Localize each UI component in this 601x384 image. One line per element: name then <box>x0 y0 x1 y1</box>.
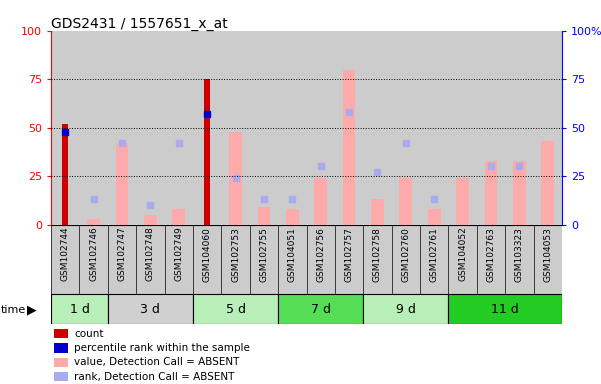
Bar <box>335 31 363 225</box>
Bar <box>456 178 469 225</box>
Bar <box>221 31 250 225</box>
Text: GSM102753: GSM102753 <box>231 227 240 281</box>
Bar <box>335 225 363 294</box>
Bar <box>314 178 327 225</box>
Text: 9 d: 9 d <box>396 303 416 316</box>
Text: GSM104051: GSM104051 <box>288 227 297 281</box>
Bar <box>392 31 420 225</box>
Bar <box>204 79 210 225</box>
Bar <box>286 209 299 225</box>
Text: GSM102757: GSM102757 <box>344 227 353 281</box>
Bar <box>53 358 68 367</box>
Text: 7 d: 7 d <box>311 303 331 316</box>
Bar <box>363 31 392 225</box>
Bar <box>79 225 108 294</box>
Bar <box>420 31 448 225</box>
Bar <box>542 141 554 225</box>
Text: GSM102761: GSM102761 <box>430 227 439 281</box>
Bar <box>229 132 242 225</box>
Text: count: count <box>74 329 103 339</box>
Bar <box>108 31 136 225</box>
Bar <box>278 294 363 324</box>
Text: percentile rank within the sample: percentile rank within the sample <box>74 343 250 353</box>
Bar <box>51 225 79 294</box>
Bar <box>477 225 505 294</box>
Text: GSM102763: GSM102763 <box>486 227 495 281</box>
Bar <box>371 199 384 225</box>
Bar <box>53 372 68 381</box>
Text: time: time <box>1 305 26 315</box>
Bar <box>307 31 335 225</box>
Bar <box>307 225 335 294</box>
Bar <box>258 207 270 225</box>
Bar <box>172 209 185 225</box>
Bar <box>278 225 307 294</box>
Bar <box>392 225 420 294</box>
Text: value, Detection Call = ABSENT: value, Detection Call = ABSENT <box>74 358 239 367</box>
Text: GSM102749: GSM102749 <box>174 227 183 281</box>
Text: 5 d: 5 d <box>225 303 246 316</box>
Text: GSM102747: GSM102747 <box>118 227 127 281</box>
Text: GSM102755: GSM102755 <box>260 227 269 281</box>
Bar <box>343 70 355 225</box>
Bar <box>53 343 68 353</box>
Bar <box>51 31 79 225</box>
Text: GSM104053: GSM104053 <box>543 227 552 281</box>
Text: GSM104060: GSM104060 <box>203 227 212 281</box>
Text: ▶: ▶ <box>27 303 37 316</box>
Bar <box>165 225 193 294</box>
Bar <box>505 31 534 225</box>
Bar <box>136 225 165 294</box>
Text: rank, Detection Call = ABSENT: rank, Detection Call = ABSENT <box>74 372 234 382</box>
Bar <box>108 225 136 294</box>
Bar <box>144 215 157 225</box>
Bar <box>363 294 448 324</box>
Bar <box>250 31 278 225</box>
Text: GSM102756: GSM102756 <box>316 227 325 281</box>
Bar <box>193 294 278 324</box>
Text: GSM102758: GSM102758 <box>373 227 382 281</box>
Text: 3 d: 3 d <box>141 303 160 316</box>
Text: GSM102744: GSM102744 <box>61 227 70 281</box>
Bar <box>428 209 441 225</box>
Bar <box>363 225 392 294</box>
Bar <box>484 161 498 225</box>
Bar <box>62 124 69 225</box>
Text: GSM104052: GSM104052 <box>458 227 467 281</box>
Text: 11 d: 11 d <box>491 303 519 316</box>
Bar <box>448 294 562 324</box>
Bar <box>448 225 477 294</box>
Bar <box>250 225 278 294</box>
Bar <box>278 31 307 225</box>
Bar <box>477 31 505 225</box>
Bar <box>534 225 562 294</box>
Text: GSM102748: GSM102748 <box>146 227 155 281</box>
Bar <box>513 161 526 225</box>
Text: GSM103323: GSM103323 <box>515 227 524 281</box>
Bar <box>221 225 250 294</box>
Text: GSM102746: GSM102746 <box>89 227 98 281</box>
Bar <box>136 31 165 225</box>
Bar <box>505 225 534 294</box>
Bar <box>115 143 129 225</box>
Bar <box>79 31 108 225</box>
Bar <box>534 31 562 225</box>
Bar <box>193 31 221 225</box>
Bar <box>87 219 100 225</box>
Bar <box>53 329 68 338</box>
Text: GDS2431 / 1557651_x_at: GDS2431 / 1557651_x_at <box>51 17 228 31</box>
Bar <box>165 31 193 225</box>
Bar <box>400 178 412 225</box>
Bar <box>193 225 221 294</box>
Bar <box>420 225 448 294</box>
Bar <box>448 31 477 225</box>
Text: GSM102760: GSM102760 <box>401 227 410 281</box>
Text: 1 d: 1 d <box>70 303 90 316</box>
Bar <box>108 294 193 324</box>
Bar <box>51 294 108 324</box>
